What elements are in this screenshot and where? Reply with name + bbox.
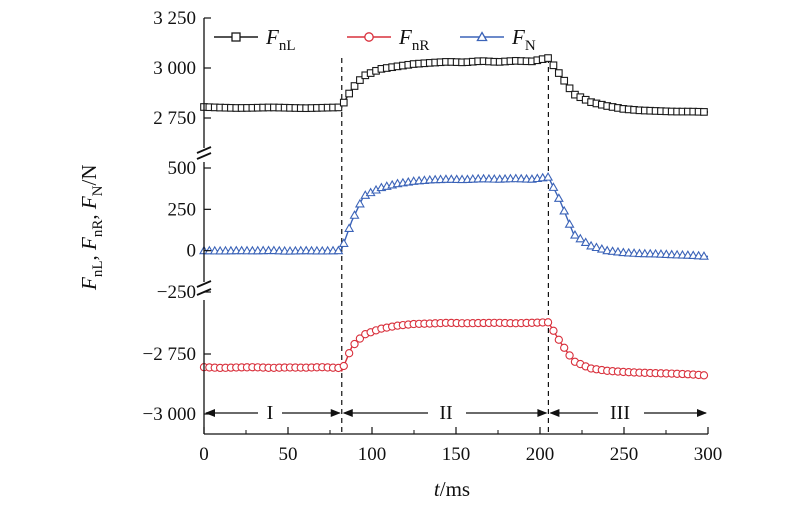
data-point-triangle	[602, 245, 613, 255]
y-title-sub3: N	[90, 185, 106, 196]
y-title-f3: F	[77, 196, 101, 210]
data-point-triangle	[564, 219, 575, 228]
chart-layer	[205, 58, 707, 434]
data-point-square	[345, 89, 354, 98]
legend-marker-n	[476, 31, 488, 42]
data-point-circle	[699, 371, 709, 380]
phase-arrow-head	[549, 409, 560, 417]
data-point-square	[356, 76, 364, 84]
data-point-circle	[549, 326, 558, 335]
data-point-triangle	[344, 223, 355, 232]
data-layer	[199, 54, 709, 380]
data-point-circle	[554, 335, 563, 344]
y-tick-label: 2 750	[153, 108, 196, 129]
y-tick-label: −2 750	[143, 344, 196, 365]
data-point-circle	[543, 318, 553, 327]
data-point-square	[560, 76, 569, 85]
axis-break-mark	[196, 152, 212, 160]
data-point-circle	[560, 343, 569, 352]
phase-label-1: I	[267, 402, 274, 424]
data-point-triangle	[575, 233, 586, 243]
data-point-triangle	[333, 245, 344, 255]
data-point-triangle	[569, 229, 580, 239]
x-title-unit: /ms	[440, 477, 470, 501]
data-point-triangle	[607, 246, 618, 255]
legend-marker-nr	[364, 32, 374, 42]
data-point-triangle	[548, 182, 559, 191]
y-title-f2: F	[77, 237, 101, 251]
data-point-triangle	[699, 251, 709, 260]
phase-label-2: II	[439, 402, 452, 424]
phase-arrow-head	[537, 409, 548, 417]
data-point-circle	[565, 351, 574, 360]
data-point-square	[334, 103, 343, 112]
y-title-sub2: nR	[90, 220, 106, 238]
data-point-triangle	[591, 242, 602, 252]
data-point-triangle	[586, 240, 597, 250]
data-point-triangle	[349, 210, 360, 219]
x-title-var: t	[434, 477, 441, 501]
phase-arrow-head	[330, 409, 341, 417]
y-title-sep2: ,	[77, 209, 101, 220]
y-title-sub1: nL	[90, 261, 106, 278]
y-tick-label: −250	[157, 282, 196, 303]
data-point-triangle	[354, 198, 365, 208]
legend-marker-nl	[231, 32, 241, 42]
data-point-triangle	[559, 205, 570, 215]
data-point-triangle	[613, 246, 623, 256]
legend-label-nr: FnR	[398, 25, 429, 54]
y-tick-label: 250	[168, 199, 197, 220]
y-axis-title: FnL, FnR, FN/N	[77, 164, 106, 291]
series-line-triangle	[203, 176, 709, 258]
data-point-circle	[345, 349, 354, 358]
data-point-triangle	[596, 243, 607, 253]
phase-annotation: I II III	[267, 402, 630, 424]
x-tick-label: 250	[610, 444, 639, 465]
x-tick-label: 100	[358, 444, 387, 465]
x-tick-label: 150	[442, 444, 471, 465]
data-point-triangle	[543, 172, 554, 181]
data-point-square	[339, 98, 348, 107]
y-tick-label: 3 000	[153, 58, 196, 79]
data-point-square	[350, 82, 359, 90]
y-tick-label: −3 000	[143, 404, 196, 425]
x-tick-label: 300	[694, 444, 723, 465]
x-tick-label: 200	[526, 444, 555, 465]
data-point-triangle	[338, 238, 349, 247]
data-point-square	[544, 54, 552, 62]
phase-arrow-head	[205, 409, 215, 417]
legend: FnL FnR FN	[214, 25, 536, 54]
x-tick-label: 50	[279, 444, 298, 465]
x-tick-label: 0	[199, 444, 209, 465]
data-point-square	[554, 69, 563, 77]
y-tick-label: 0	[187, 241, 197, 262]
y-title-f1: F	[77, 277, 101, 291]
phase-arrow-head	[697, 409, 707, 417]
phase-arrow-head	[342, 409, 353, 417]
y-title-sep1: ,	[77, 250, 101, 261]
data-point-circle	[355, 334, 365, 343]
y-tick-label: 3 250	[153, 8, 196, 29]
axis-break-mark	[196, 280, 212, 288]
data-point-circle	[350, 339, 359, 349]
data-point-circle	[339, 361, 348, 371]
x-axis-title: t/ms	[434, 477, 470, 501]
legend-label-n: FN	[511, 25, 536, 54]
data-point-square	[700, 108, 708, 116]
y-tick-label: 500	[168, 158, 197, 179]
legend-label-nl: FnL	[265, 25, 296, 54]
data-point-square	[565, 84, 574, 93]
data-point-triangle	[580, 237, 591, 247]
y-title-unit: /N	[77, 164, 101, 185]
data-point-triangle	[553, 193, 564, 202]
axis-break-mark	[196, 146, 212, 154]
phase-label-3: III	[610, 402, 630, 424]
data-point-square	[549, 61, 558, 70]
